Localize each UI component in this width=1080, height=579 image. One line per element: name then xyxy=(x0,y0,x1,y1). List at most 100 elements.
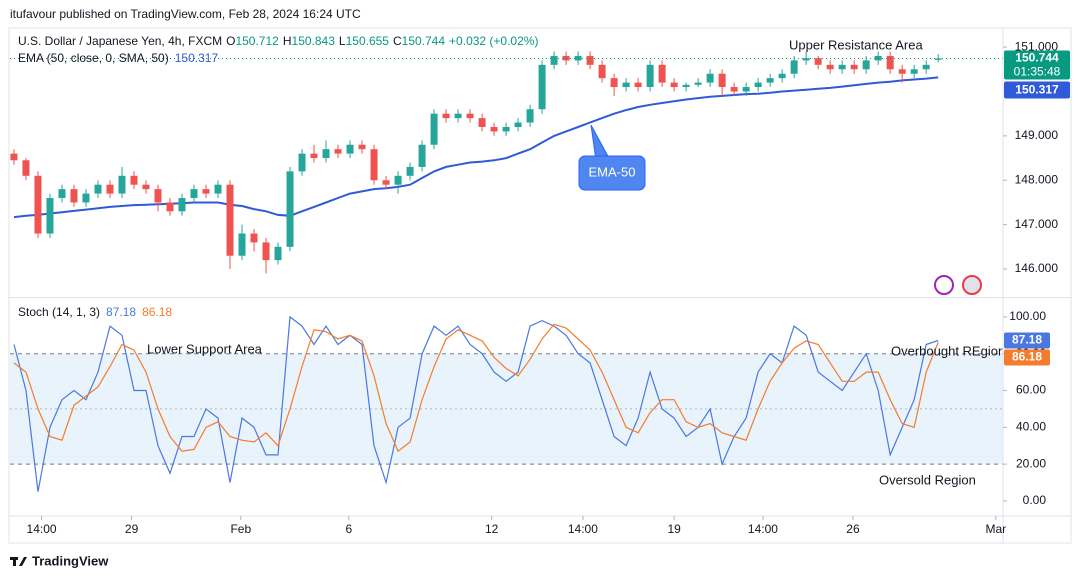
last-price-badge xyxy=(1004,50,1070,80)
candle-body xyxy=(238,233,246,256)
candle-body xyxy=(898,69,906,74)
candle-body xyxy=(106,184,114,194)
candle-body xyxy=(442,113,450,119)
y-tick-label: 60.00 xyxy=(1016,383,1046,397)
candle-body xyxy=(382,180,390,185)
candle-body xyxy=(922,64,930,70)
x-tick-label: 26 xyxy=(846,522,860,536)
candle-body xyxy=(526,109,534,123)
legend-item: U.S. Dollar / Japanese Yen, 4h, FXCM xyxy=(18,34,222,48)
candle-body xyxy=(598,64,606,79)
annotation: EMA-50 xyxy=(589,164,636,179)
candle-body xyxy=(130,175,138,185)
candle-body xyxy=(934,58,942,60)
legend-item: C xyxy=(393,34,402,48)
stoch-pane xyxy=(10,315,1003,492)
candle-body xyxy=(370,149,378,181)
y-tick-label: 100.00 xyxy=(1009,309,1046,323)
candle-body xyxy=(166,202,174,212)
candle-body xyxy=(298,153,306,172)
candle-body xyxy=(622,82,630,88)
candle-body xyxy=(322,149,330,159)
candle-body xyxy=(862,60,870,70)
time-axis-bg xyxy=(9,516,1071,543)
candle-body xyxy=(610,78,618,88)
candle-body xyxy=(214,184,222,194)
candle-body xyxy=(646,64,654,88)
candle-body xyxy=(274,246,282,261)
candle-body xyxy=(334,149,342,154)
candle-body xyxy=(514,122,522,127)
frame xyxy=(8,27,1072,544)
header: itufavour published on TradingView.com, … xyxy=(10,7,361,21)
legend-item: 150.655 xyxy=(346,34,390,48)
ema-badge xyxy=(1004,81,1070,99)
legend-item: L xyxy=(339,34,346,48)
legend-item: Stoch (14, 1, 3) xyxy=(18,305,100,319)
candle-body xyxy=(418,144,426,167)
y-tick-label: 20.00 xyxy=(1016,456,1046,470)
candle-body xyxy=(754,82,762,88)
candle-body xyxy=(826,64,834,70)
x-tick-label: 19 xyxy=(667,522,681,536)
candle-body xyxy=(682,84,690,88)
stoch-badge xyxy=(1004,332,1050,349)
candle-body xyxy=(910,69,918,74)
candle-body xyxy=(886,55,894,70)
x-tick-label: 12 xyxy=(485,522,499,536)
candle-body xyxy=(694,82,702,85)
y-tick-label: 151.000 xyxy=(1015,39,1059,53)
candle-body xyxy=(658,64,666,83)
x-tick-label: Mar xyxy=(985,522,1006,536)
legend: Stoch (14, 1, 3) 87.18 86.18 xyxy=(18,305,172,319)
annotation: Upper Resistance Area xyxy=(789,37,923,52)
candle-body xyxy=(814,58,822,65)
legend-item: 150.744 xyxy=(402,34,446,48)
x-tick-label: 14:00 xyxy=(27,522,57,536)
candle-body xyxy=(718,73,726,88)
candle-body xyxy=(310,153,318,159)
legend-item: H xyxy=(283,34,292,48)
candle-body xyxy=(190,189,198,199)
candle-body xyxy=(730,87,738,92)
legend-item: 86.18 xyxy=(142,305,172,319)
footer: TradingView xyxy=(32,553,109,568)
candle-body xyxy=(538,64,546,110)
candle-body xyxy=(466,113,474,119)
candle-body xyxy=(502,126,510,132)
annotation: Oversold Region xyxy=(879,472,976,487)
candle-body xyxy=(346,144,354,154)
y-tick-label: 148.000 xyxy=(1015,172,1059,186)
callout-box xyxy=(578,155,646,191)
candle-body xyxy=(10,153,18,161)
candle-body xyxy=(394,175,402,185)
candle-body xyxy=(202,189,210,194)
y-tick-label: 147.000 xyxy=(1015,217,1059,231)
legend-item: EMA (50, close, 0, SMA, 50) xyxy=(18,51,169,65)
x-tick-label: Feb xyxy=(230,522,251,536)
candle-body xyxy=(250,233,258,243)
legend-item: 87.18 xyxy=(106,305,136,319)
stoch-badge xyxy=(1004,349,1050,366)
legend-item: 150.712 xyxy=(235,34,279,48)
candle-body xyxy=(406,166,414,176)
candle-body xyxy=(154,189,162,203)
candle-body xyxy=(58,189,66,199)
legend: U.S. Dollar / Japanese Yen, 4h, FXCM O150… xyxy=(18,34,538,48)
price-axis-bg xyxy=(1003,28,1071,516)
y-tick-label: 40.00 xyxy=(1016,420,1046,434)
candle-body xyxy=(46,198,54,234)
legend-item: O xyxy=(226,34,235,48)
plot: Upper Resistance Area EMA-50 Lower Support… xyxy=(8,27,1072,544)
candle-body xyxy=(634,82,642,88)
candle-body xyxy=(586,55,594,65)
candle-body xyxy=(670,82,678,88)
candle-body xyxy=(430,113,438,145)
candle-body xyxy=(118,175,126,194)
y-tick-label: 0.00 xyxy=(1023,493,1047,507)
x-tick-label: 14:00 xyxy=(748,522,778,536)
legend: EMA (50, close, 0, SMA, 50) 150.317 xyxy=(18,51,218,65)
stoch-badge-label: 87.18 xyxy=(1012,333,1042,347)
candle-body xyxy=(358,144,366,150)
